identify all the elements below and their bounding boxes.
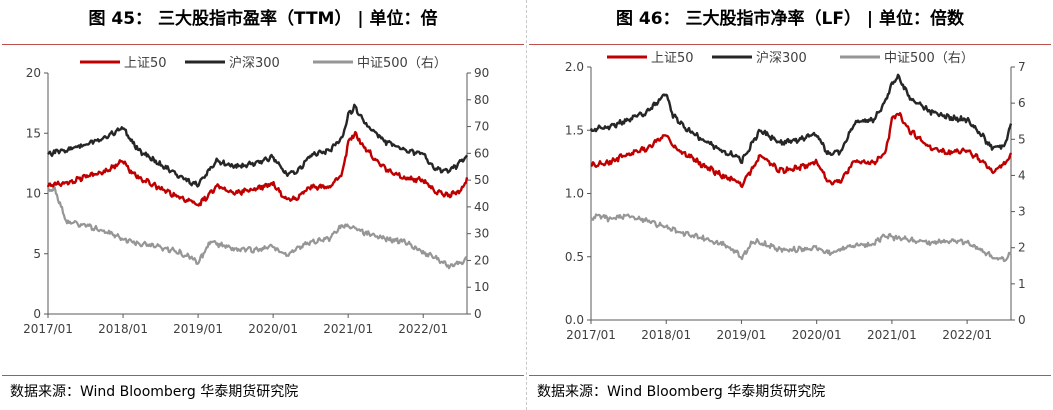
legend-label: 中证500（右）: [357, 56, 447, 71]
x-tick-label: 2021/01: [323, 322, 373, 336]
x-tick-label: 2018/01: [641, 328, 691, 342]
right-tick-label: 4: [1018, 168, 1026, 182]
series-line: [47, 103, 469, 188]
x-tick-label: 2022/01: [942, 328, 992, 342]
right-tick-label: 2: [1018, 241, 1026, 255]
series-line: [46, 130, 469, 207]
figure-46-chart: 0.0 0.5 1.0 1.5 2.0 0 1 2 3 4 5 6 7 2017/01 2018/01 201…: [565, 50, 1026, 342]
right-tick-label: 20: [474, 253, 489, 267]
legend-label: 沪深300: [229, 55, 280, 71]
x-tick-label: 2022/01: [398, 322, 448, 336]
legend-label: 沪深300: [756, 50, 807, 66]
left-tick-label: 1.0: [565, 187, 584, 201]
x-tick-label: 2021/01: [867, 328, 917, 342]
right-tick-label: 3: [1018, 205, 1026, 219]
x-tick-label: 2020/01: [248, 322, 298, 336]
left-tick-label: 2.0: [565, 60, 584, 74]
figure-45-panel: 图 45： 三大股指市盈率（TTM） | 单位：倍 0 5 10 15 20 0 10 20 3…: [0, 0, 526, 410]
figure-46-title: 图 46： 三大股指市净率（LF） | 单位：倍数: [616, 9, 964, 29]
right-tick-label: 5: [1018, 132, 1026, 146]
figure-45-source: 数据来源：Wind Bloomberg 华泰期货研究院: [10, 384, 299, 400]
left-tick-label: 1.5: [565, 123, 584, 137]
series-line: [590, 111, 1013, 189]
series-line: [589, 73, 1013, 165]
right-tick-label: 40: [474, 200, 489, 214]
left-tick-label: 10: [26, 187, 41, 201]
legend-label: 中证500（右）: [884, 51, 974, 66]
right-tick-label: 6: [1018, 96, 1026, 110]
right-tick-label: 1: [1018, 277, 1026, 291]
series-line: [590, 213, 1012, 263]
right-tick-label: 60: [474, 146, 489, 160]
left-tick-label: 0: [33, 307, 41, 321]
panel-separator: [526, 0, 527, 410]
figure-45-bottom-rule: [2, 375, 524, 376]
right-tick-label: 80: [474, 93, 489, 107]
left-tick-label: 15: [26, 126, 41, 140]
right-tick-label: 30: [474, 227, 489, 241]
right-tick-label: 90: [474, 66, 489, 80]
right-tick-label: 7: [1018, 60, 1026, 74]
left-tick-label: 0.5: [565, 250, 584, 264]
legend-label: 上证50: [651, 51, 694, 66]
left-tick-label: 5: [33, 247, 41, 261]
figure-46-panel: 图 46： 三大股指市净率（LF） | 单位：倍数 0.0 0.5 1.0 1.5 2.…: [527, 0, 1053, 410]
x-tick-label: 2019/01: [717, 328, 767, 342]
right-tick-label: 0: [1018, 313, 1026, 327]
figure-46-top-rule: [529, 44, 1051, 45]
left-tick-label: 20: [26, 66, 41, 80]
figure-46-bottom-rule: [529, 375, 1051, 376]
right-tick-label: 10: [474, 280, 489, 294]
figure-45-chart: 0 5 10 15 20 0 10 20 30 40 50 60 70 80 90 2017/01 2018/0…: [23, 55, 489, 336]
x-tick-label: 2019/01: [173, 322, 223, 336]
figure-46-source: 数据来源：Wind Bloomberg 华泰期货研究院: [537, 384, 826, 400]
x-tick-label: 2017/01: [23, 322, 73, 336]
right-tick-label: 0: [474, 307, 482, 321]
x-tick-label: 2017/01: [566, 328, 616, 342]
series-line: [47, 184, 468, 270]
figure-45-title: 图 45： 三大股指市盈率（TTM） | 单位：倍: [88, 9, 438, 29]
left-tick-label: 0.0: [565, 313, 584, 327]
x-tick-label: 2020/01: [792, 328, 842, 342]
figure-45-top-rule: [2, 44, 524, 45]
right-tick-label: 50: [474, 173, 489, 187]
x-tick-label: 2018/01: [98, 322, 148, 336]
right-tick-label: 70: [474, 120, 489, 134]
legend-label: 上证50: [124, 56, 167, 71]
